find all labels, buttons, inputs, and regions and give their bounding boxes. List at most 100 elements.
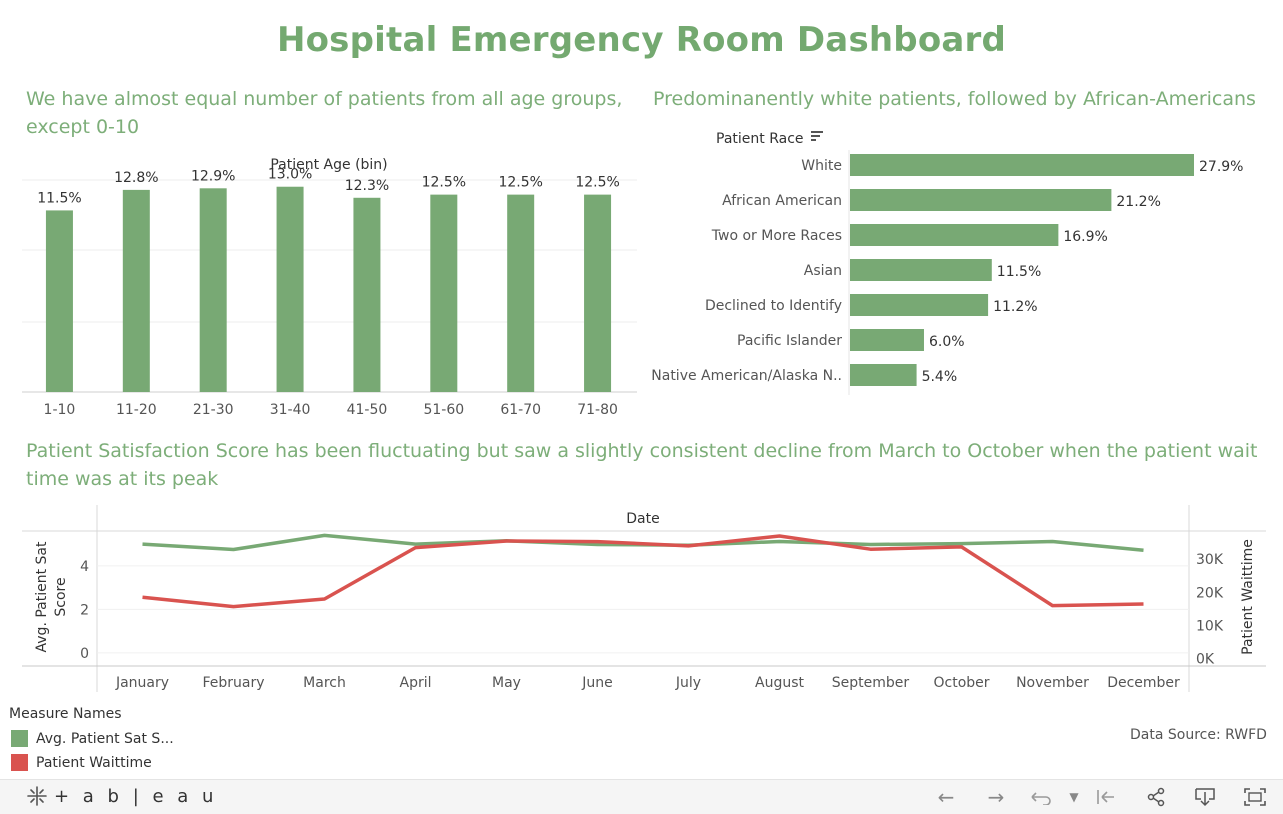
age-bar-label: 13.0% <box>268 167 312 183</box>
race-bar[interactable] <box>850 154 1194 176</box>
age-category-label: 41-50 <box>347 402 388 418</box>
month-label: March <box>303 675 346 691</box>
month-label: February <box>202 675 264 691</box>
race-bar-label: 11.2% <box>993 299 1037 315</box>
age-bar-label: 12.3% <box>345 178 389 194</box>
fullscreen-icon[interactable] <box>1241 784 1269 810</box>
month-label: July <box>675 675 701 691</box>
age-bar-1-10[interactable] <box>45 210 73 392</box>
revert-icon[interactable] <box>1027 784 1055 810</box>
month-label: October <box>933 675 989 691</box>
sort-descending-icon[interactable] <box>811 131 823 141</box>
age-category-label: 11-20 <box>116 402 157 418</box>
undo-icon[interactable]: ← <box>937 785 955 809</box>
reset-icon[interactable] <box>1092 784 1120 810</box>
race-bar-label: 27.9% <box>1199 159 1243 175</box>
age-bar-label: 11.5% <box>37 190 81 206</box>
age-chart-header: Patient Age (bin) <box>270 157 387 173</box>
race-chart-subtitle: Predominanently white patients, followed… <box>653 88 1256 110</box>
tableau-wordmark: + a b | e a u <box>54 785 218 807</box>
age-bar-31-40[interactable] <box>276 186 304 392</box>
trend-chart-grid <box>97 565 1189 654</box>
tableau-logo[interactable]: + a b | e a u <box>26 785 217 807</box>
month-label: December <box>1107 675 1180 691</box>
age-category-label: 61-70 <box>500 402 541 418</box>
tableau-toolbar: + a b | e a u ← → ▼ <box>0 779 1283 814</box>
left-axis-tick: 4 <box>80 559 89 575</box>
age-category-label: 31-40 <box>270 402 311 418</box>
age-chart-subtitle: We have almost equal number of patients … <box>26 88 623 138</box>
race-category-label: Pacific Islander <box>737 333 842 349</box>
race-bar-label: 16.9% <box>1063 229 1107 245</box>
race-bar[interactable] <box>850 224 1059 246</box>
right-axis-tick: 0K <box>1196 652 1215 668</box>
race-category-label: African American <box>722 193 842 209</box>
age-chart[interactable]: Patient Age (bin) 11.5% 1-10 12.8% 11-20 12.… <box>0 150 645 425</box>
race-chart[interactable]: Patient Race White 27.9% African American 2… <box>645 120 1283 400</box>
race-bar[interactable] <box>850 189 1112 211</box>
race-bar-label: 5.4% <box>922 369 958 385</box>
legend-item-waittime[interactable]: Patient Waittime <box>11 754 174 771</box>
trend-chart-lines[interactable] <box>142 533 1144 609</box>
redo-icon[interactable]: → <box>987 785 1005 809</box>
waittime-line[interactable] <box>142 534 1144 609</box>
age-bar-41-50[interactable] <box>353 197 381 392</box>
age-chart-grid <box>22 179 637 393</box>
age-bar-71-80[interactable] <box>584 194 612 392</box>
race-category-label: Asian <box>804 263 842 279</box>
race-category-label: Native American/Alaska N.. <box>651 368 842 384</box>
left-axis-tick: 0 <box>80 646 89 662</box>
trend-chart-ticks: 0 2 4 0K 10K 20K 30K January February March April M… <box>80 552 1224 691</box>
legend: Avg. Patient Sat S... Patient Waittime <box>11 730 174 771</box>
race-bar[interactable] <box>850 259 992 281</box>
age-bar-label: 12.5% <box>498 175 542 191</box>
left-axis-title-line2: Score <box>53 577 69 616</box>
legend-label-waittime: Patient Waittime <box>36 754 152 771</box>
share-icon[interactable] <box>1142 784 1170 810</box>
left-axis-title-line1: Avg. Patient Sat <box>34 541 50 652</box>
right-axis-title: Patient Waittime <box>1240 539 1256 655</box>
age-bar-label: 12.5% <box>422 175 466 191</box>
age-chart-bars[interactable]: 11.5% 1-10 12.8% 11-20 12.9% 21-30 13.0% 31-40 1… <box>37 167 620 418</box>
age-category-label: 21-30 <box>193 402 234 418</box>
race-bar[interactable] <box>850 364 917 386</box>
right-axis-tick: 10K <box>1196 619 1224 635</box>
month-label: May <box>492 675 521 691</box>
legend-swatch-green <box>11 730 28 747</box>
race-bar-label: 21.2% <box>1116 194 1160 210</box>
month-label: April <box>400 675 432 691</box>
age-category-label: 1-10 <box>44 402 76 418</box>
download-icon[interactable] <box>1191 784 1219 810</box>
month-label: November <box>1016 675 1089 691</box>
race-chart-header: Patient Race <box>716 131 804 147</box>
data-source: Data Source: RWFD <box>1130 727 1267 743</box>
legend-label-sat-score: Avg. Patient Sat S... <box>36 730 174 747</box>
race-category-label: White <box>801 158 842 174</box>
race-bar[interactable] <box>850 294 989 316</box>
tableau-logo-icon <box>27 786 47 806</box>
age-bar-21-30[interactable] <box>199 188 227 392</box>
dropdown-icon[interactable]: ▼ <box>1069 790 1079 804</box>
age-category-label: 51-60 <box>423 402 464 418</box>
age-bar-61-70[interactable] <box>507 194 535 392</box>
race-category-label: Two or More Races <box>711 228 842 244</box>
month-label: August <box>755 675 805 691</box>
age-category-label: 71-80 <box>577 402 618 418</box>
race-chart-bars[interactable]: White 27.9% African American 21.2% Two or Mo… <box>651 154 1243 386</box>
age-bar-11-20[interactable] <box>122 189 150 392</box>
legend-title: Measure Names <box>9 706 122 722</box>
trend-chart[interactable]: Date Avg. Patient Sat Score Patient Wait… <box>0 500 1283 695</box>
dashboard-title: Hospital Emergency Room Dashboard <box>276 20 1007 60</box>
trend-chart-subtitle: Patient Satisfaction Score has been fluc… <box>26 440 1258 490</box>
age-bar-label: 12.9% <box>191 168 235 184</box>
legend-item-sat-score[interactable]: Avg. Patient Sat S... <box>11 730 174 747</box>
race-bar[interactable] <box>850 329 924 351</box>
month-label: January <box>115 675 169 691</box>
race-bar-label: 11.5% <box>997 264 1041 280</box>
legend-swatch-red <box>11 754 28 771</box>
trend-chart-header: Date <box>626 511 659 527</box>
age-bar-label: 12.8% <box>114 170 158 186</box>
age-bar-51-60[interactable] <box>430 194 458 392</box>
age-bar-label: 12.5% <box>575 175 619 191</box>
race-category-label: Declined to Identify <box>705 298 842 314</box>
